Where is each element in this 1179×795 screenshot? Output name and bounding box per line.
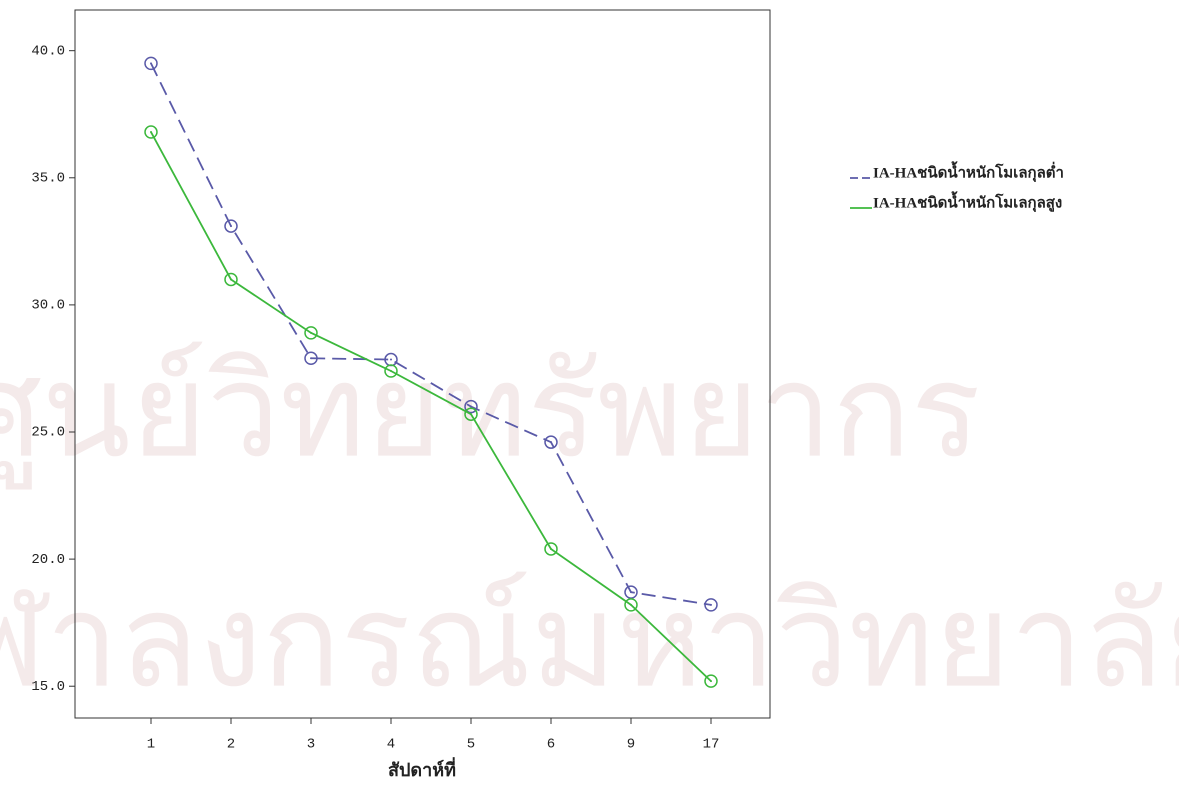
legend-label: IA-HAชนิดน้ำหนักโมเลกุลสูง bbox=[873, 190, 1062, 212]
point-dot bbox=[470, 413, 472, 416]
x-tick-label: 1 bbox=[147, 737, 155, 753]
point-dot bbox=[390, 369, 392, 372]
legend-label: IA-HAชนิดน้ำหนักโมเลกุลต่ำ bbox=[873, 160, 1064, 182]
x-tick-label: 6 bbox=[547, 737, 555, 753]
point-dot bbox=[470, 405, 472, 408]
point-dot bbox=[710, 680, 712, 683]
point bbox=[304, 326, 318, 340]
x-axis-label: สัปดาห์ที่ bbox=[388, 757, 456, 780]
point bbox=[464, 407, 478, 421]
x-tick-label: 9 bbox=[627, 737, 635, 753]
point bbox=[704, 598, 718, 612]
y-tick-label: 25.0 bbox=[31, 425, 65, 441]
point bbox=[704, 674, 718, 688]
series-line bbox=[150, 62, 712, 606]
point bbox=[544, 435, 558, 449]
x-tick-label: 3 bbox=[307, 737, 315, 753]
point-dot bbox=[710, 603, 712, 606]
point bbox=[464, 399, 478, 414]
plot-frame bbox=[74, 9, 771, 719]
point bbox=[144, 56, 158, 71]
point-dot bbox=[630, 591, 632, 594]
point-dot bbox=[230, 225, 232, 228]
y-tick-label: 35.0 bbox=[31, 170, 65, 186]
watermark: จุฬาลงกรณ์มหาวิทยาลัย bbox=[0, 565, 1179, 721]
point-dot bbox=[310, 357, 312, 360]
point bbox=[224, 272, 238, 287]
point bbox=[544, 542, 558, 556]
point bbox=[304, 351, 318, 366]
series-line bbox=[150, 131, 712, 682]
point bbox=[144, 125, 158, 139]
y-tick-label: 15.0 bbox=[31, 679, 65, 695]
x-tick-label: 2 bbox=[227, 737, 235, 753]
point bbox=[384, 364, 398, 378]
y-tick-label: 30.0 bbox=[31, 298, 65, 314]
point-dot bbox=[230, 278, 232, 281]
point-dot bbox=[550, 547, 552, 550]
point-dot bbox=[310, 331, 312, 334]
x-tick-label: 4 bbox=[387, 737, 395, 753]
y-tick-label: 20.0 bbox=[31, 552, 65, 568]
point-dot bbox=[630, 603, 632, 606]
watermark: ศูนย์วิทยทรัพยากร bbox=[0, 335, 981, 490]
point bbox=[224, 219, 238, 233]
point bbox=[624, 598, 638, 612]
y-tick-label: 40.0 bbox=[31, 43, 65, 59]
point-dot bbox=[550, 441, 552, 444]
x-tick-label: 5 bbox=[467, 737, 475, 753]
point-dot bbox=[150, 131, 152, 134]
x-tick-label: 17 bbox=[703, 737, 720, 753]
point-dot bbox=[150, 62, 152, 65]
point-dot bbox=[390, 358, 392, 361]
